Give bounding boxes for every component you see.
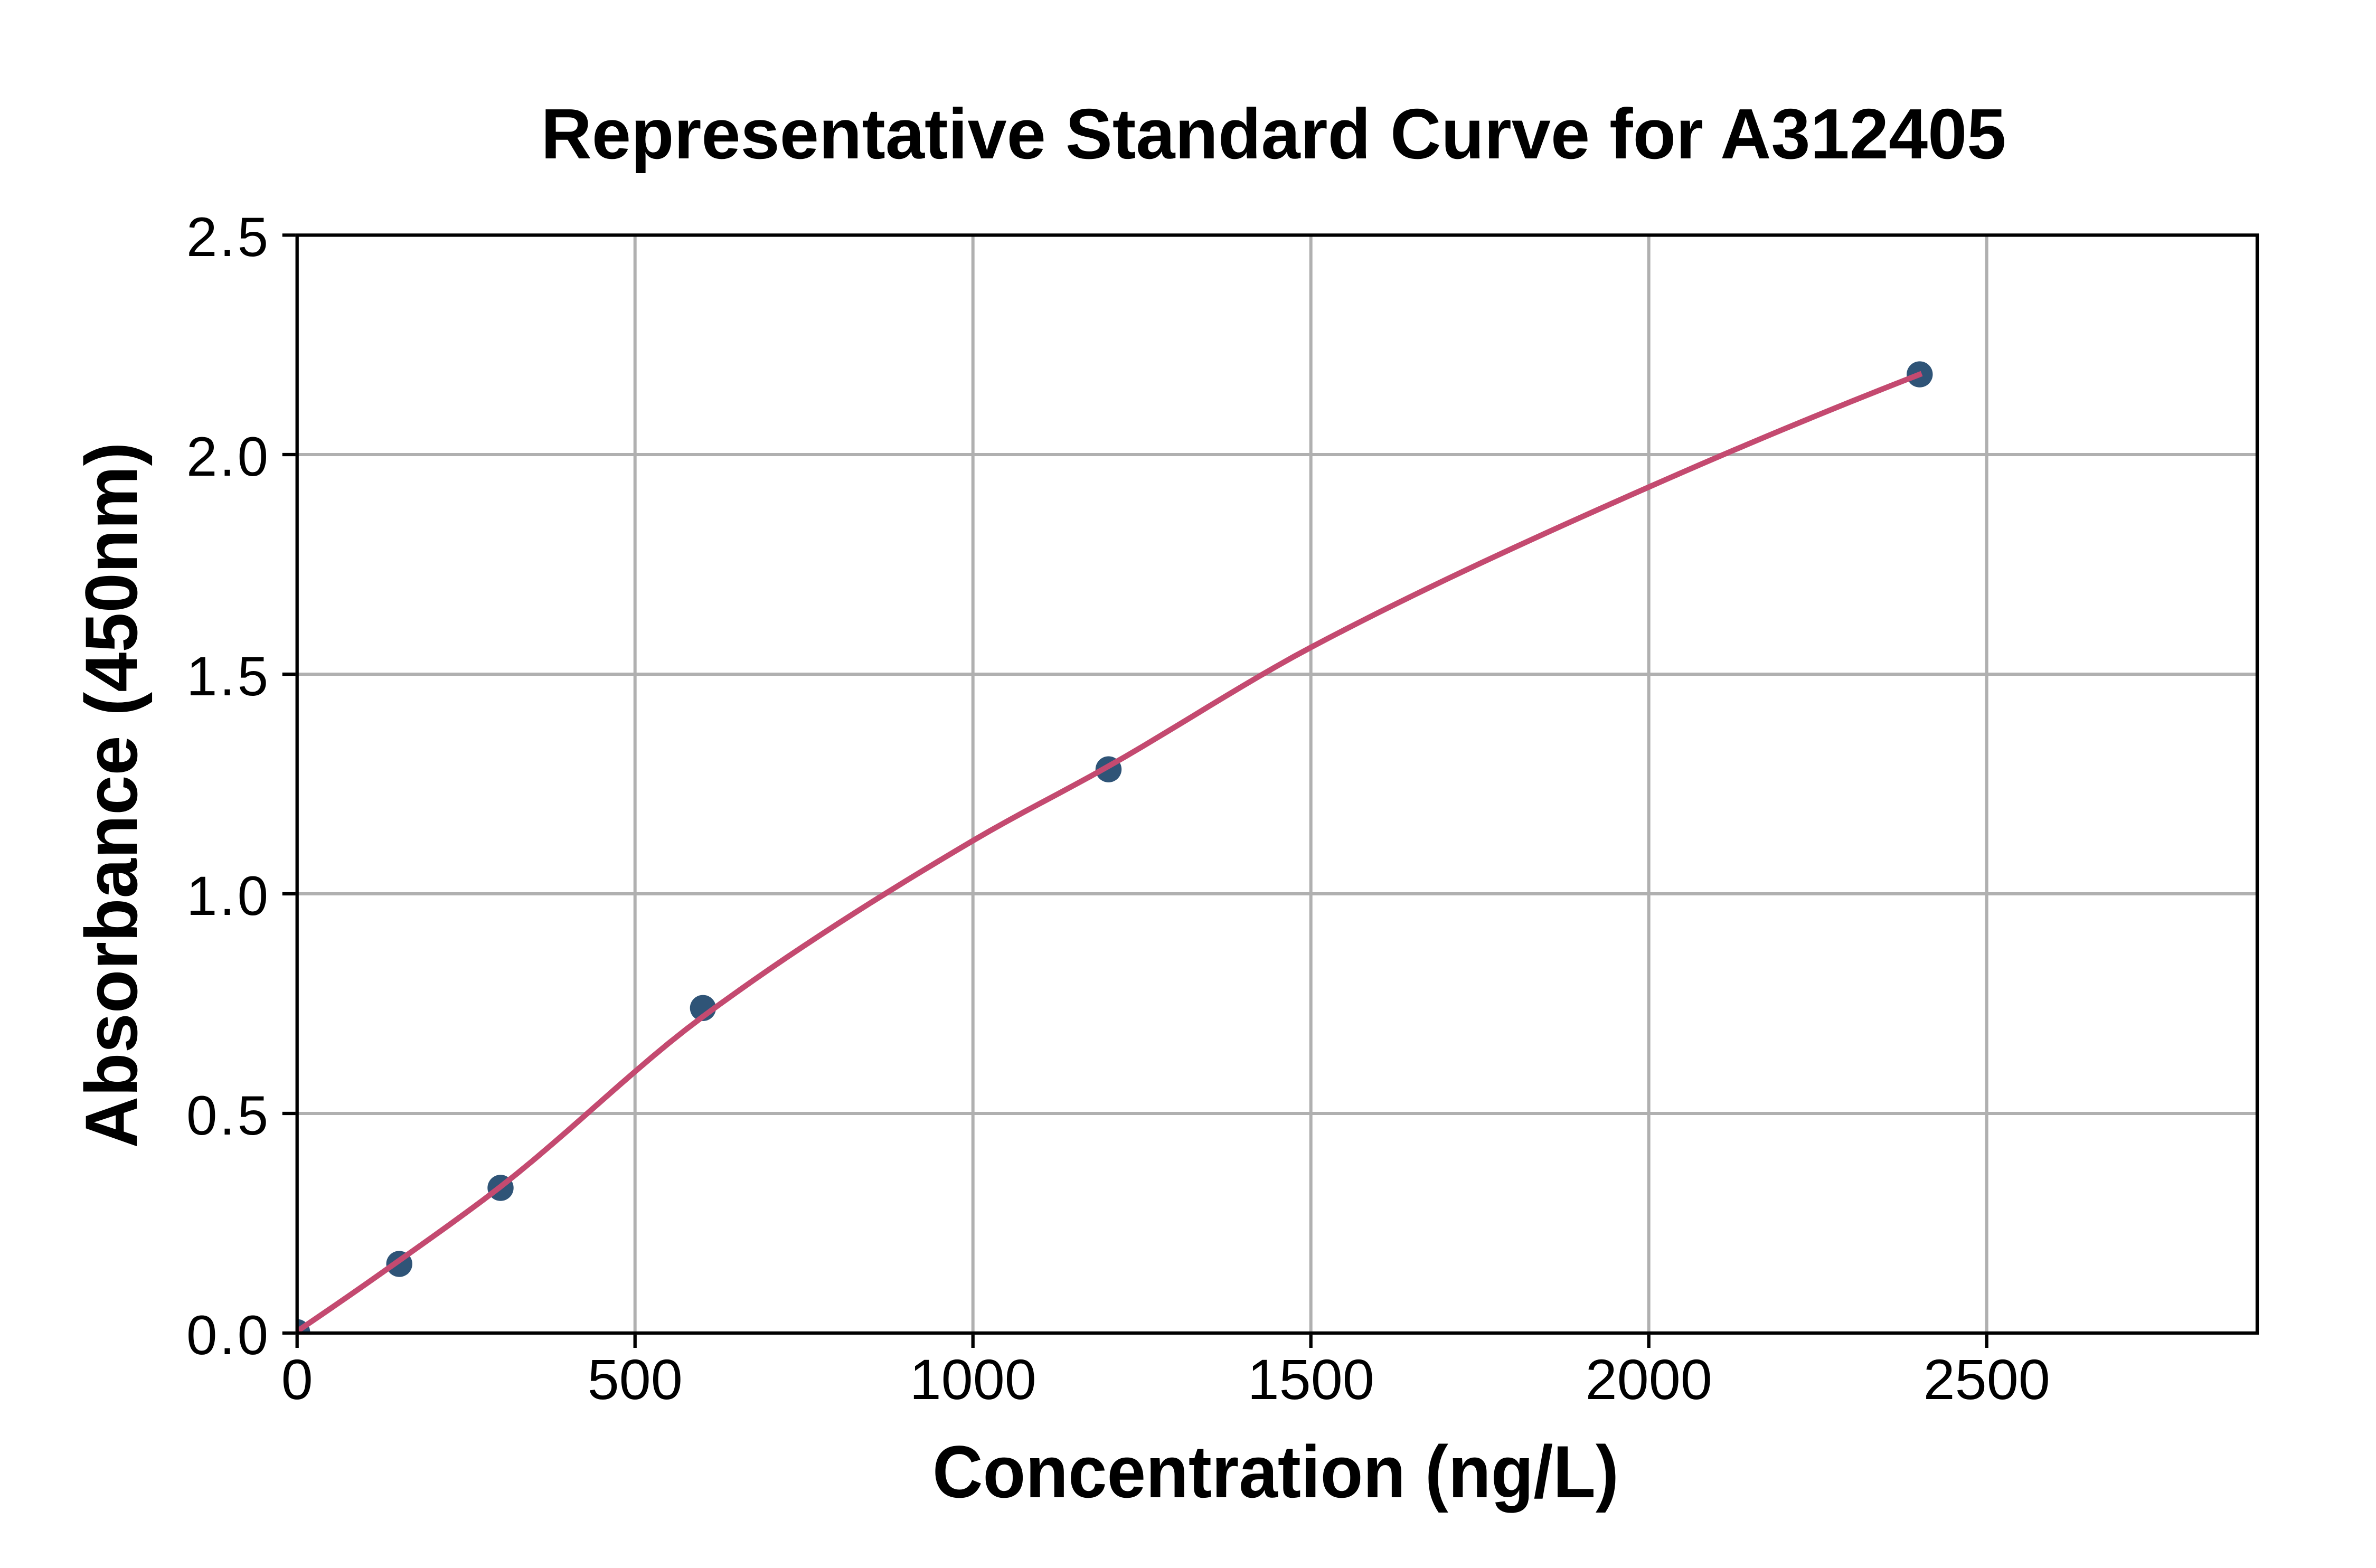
svg-text:0.0: 0.0 bbox=[186, 1305, 268, 1366]
svg-text:Concentration (ng/L): Concentration (ng/L) bbox=[932, 1430, 1619, 1513]
svg-text:2000: 2000 bbox=[1586, 1347, 1712, 1411]
svg-text:1.5: 1.5 bbox=[186, 646, 268, 707]
svg-text:1000: 1000 bbox=[910, 1347, 1036, 1411]
svg-text:2.5: 2.5 bbox=[186, 206, 268, 268]
svg-text:500: 500 bbox=[588, 1347, 683, 1411]
svg-text:0: 0 bbox=[281, 1347, 313, 1411]
svg-text:Absorbance (450nm): Absorbance (450nm) bbox=[70, 442, 153, 1148]
svg-text:1.0: 1.0 bbox=[186, 865, 268, 927]
svg-text:0.5: 0.5 bbox=[186, 1085, 268, 1147]
svg-text:1500: 1500 bbox=[1248, 1347, 1374, 1411]
svg-text:2500: 2500 bbox=[1924, 1347, 2050, 1411]
svg-text:2.0: 2.0 bbox=[186, 426, 268, 488]
svg-text:Representative Standard Curve: Representative Standard Curve for A31240… bbox=[541, 94, 2006, 174]
